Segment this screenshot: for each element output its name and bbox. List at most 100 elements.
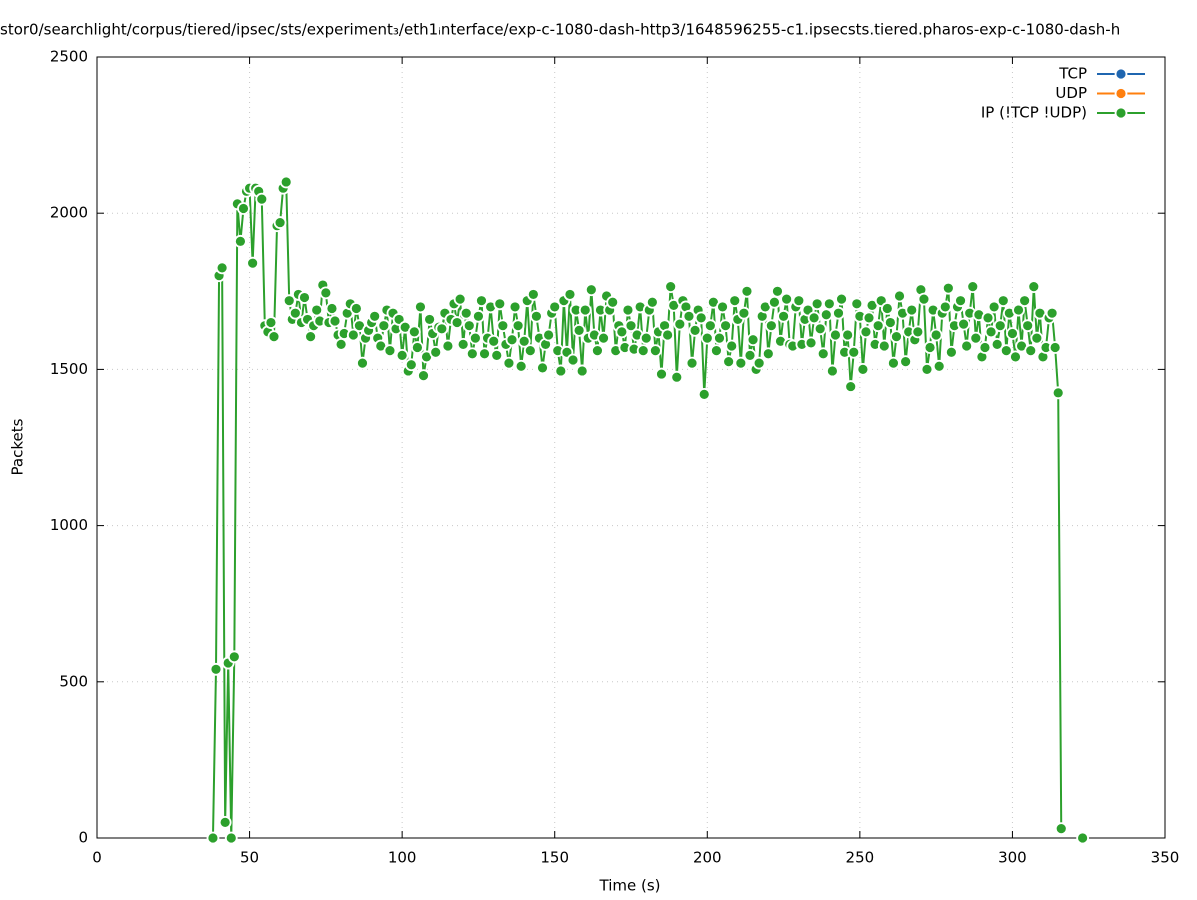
x-axis-label: Time (s) <box>599 877 661 895</box>
data-point <box>899 355 913 368</box>
x-tick-label: 300 <box>998 849 1027 867</box>
data-point <box>816 347 830 361</box>
data-point <box>237 202 250 215</box>
data-point <box>700 331 714 345</box>
data-point <box>987 300 1001 314</box>
data-point <box>563 288 577 301</box>
data-point <box>917 292 931 306</box>
data-point <box>990 338 1004 351</box>
data-point <box>969 331 983 345</box>
data-point <box>645 295 659 309</box>
data-point <box>468 331 482 345</box>
data-point <box>966 280 980 294</box>
data-point <box>829 328 842 342</box>
data-point <box>514 359 528 373</box>
data-point <box>725 339 739 353</box>
data-point <box>298 291 311 304</box>
data-point <box>835 292 848 306</box>
data-point <box>850 297 864 311</box>
data-point <box>404 358 418 372</box>
data-point <box>1021 319 1035 333</box>
data-point <box>1006 327 1019 340</box>
data-point <box>575 364 589 378</box>
data-point <box>383 344 397 358</box>
data-point <box>508 300 522 314</box>
data-point <box>414 300 427 314</box>
series-line <box>213 182 1083 838</box>
legend-marker <box>1114 106 1128 120</box>
data-point <box>954 294 967 308</box>
data-point <box>459 306 473 320</box>
x-tick-label: 100 <box>388 849 417 867</box>
data-point <box>502 356 516 370</box>
data-point <box>932 359 946 373</box>
data-point <box>728 294 742 308</box>
data-point <box>566 353 580 367</box>
data-point <box>716 300 729 314</box>
data-point <box>649 344 662 358</box>
data-point <box>423 313 437 326</box>
data-point <box>523 344 537 358</box>
data-point <box>368 309 382 323</box>
data-point <box>813 322 827 336</box>
data-point <box>771 284 784 298</box>
data-point <box>999 344 1013 358</box>
y-tick-label: 1500 <box>50 360 88 378</box>
data-point <box>472 309 485 323</box>
data-point <box>810 297 824 311</box>
data-point <box>661 328 675 342</box>
data-point <box>777 309 790 323</box>
x-tick-label: 0 <box>92 849 102 867</box>
data-point <box>234 234 247 248</box>
legend-label: IP (!TCP !UDP) <box>981 104 1087 122</box>
data-point <box>591 344 604 358</box>
data-point <box>996 294 1010 308</box>
data-point <box>493 297 507 311</box>
data-point <box>859 325 873 339</box>
data-point <box>960 339 974 353</box>
data-point <box>734 356 748 370</box>
data-point <box>346 328 360 342</box>
data-point <box>825 364 839 378</box>
y-tick-label: 2500 <box>50 48 88 66</box>
data-point <box>328 314 342 328</box>
data-point <box>441 339 455 353</box>
data-point <box>530 309 543 323</box>
data-point <box>905 303 919 317</box>
data-point <box>887 356 900 370</box>
data-point <box>920 362 934 376</box>
data-point <box>1027 280 1041 294</box>
y-tick-label: 1000 <box>50 516 88 534</box>
y-tick-label: 2000 <box>50 204 88 222</box>
data-point <box>688 323 702 337</box>
data-point <box>356 356 369 370</box>
y-tick-label: 0 <box>78 829 88 847</box>
data-point <box>713 331 726 345</box>
data-point <box>487 334 501 348</box>
data-point <box>496 319 510 333</box>
data-point <box>505 333 519 347</box>
data-point <box>862 311 876 325</box>
data-point <box>490 348 504 362</box>
data-point <box>890 330 903 343</box>
data-point <box>871 319 885 333</box>
data-point <box>453 292 467 306</box>
data-point <box>215 261 229 275</box>
data-point <box>304 330 318 343</box>
data-point <box>606 295 620 309</box>
data-point <box>710 344 723 358</box>
data-point <box>1030 331 1044 345</box>
data-point <box>792 294 806 308</box>
data-point <box>832 306 845 320</box>
data-point <box>407 325 421 339</box>
data-point <box>768 295 781 309</box>
data-point <box>856 362 870 376</box>
data-point <box>847 345 861 359</box>
data-point <box>1024 344 1038 358</box>
data-point <box>542 328 556 342</box>
data-point <box>746 333 760 347</box>
data-point <box>807 311 821 325</box>
data-point <box>844 380 858 393</box>
x-tick-label: 50 <box>240 849 259 867</box>
